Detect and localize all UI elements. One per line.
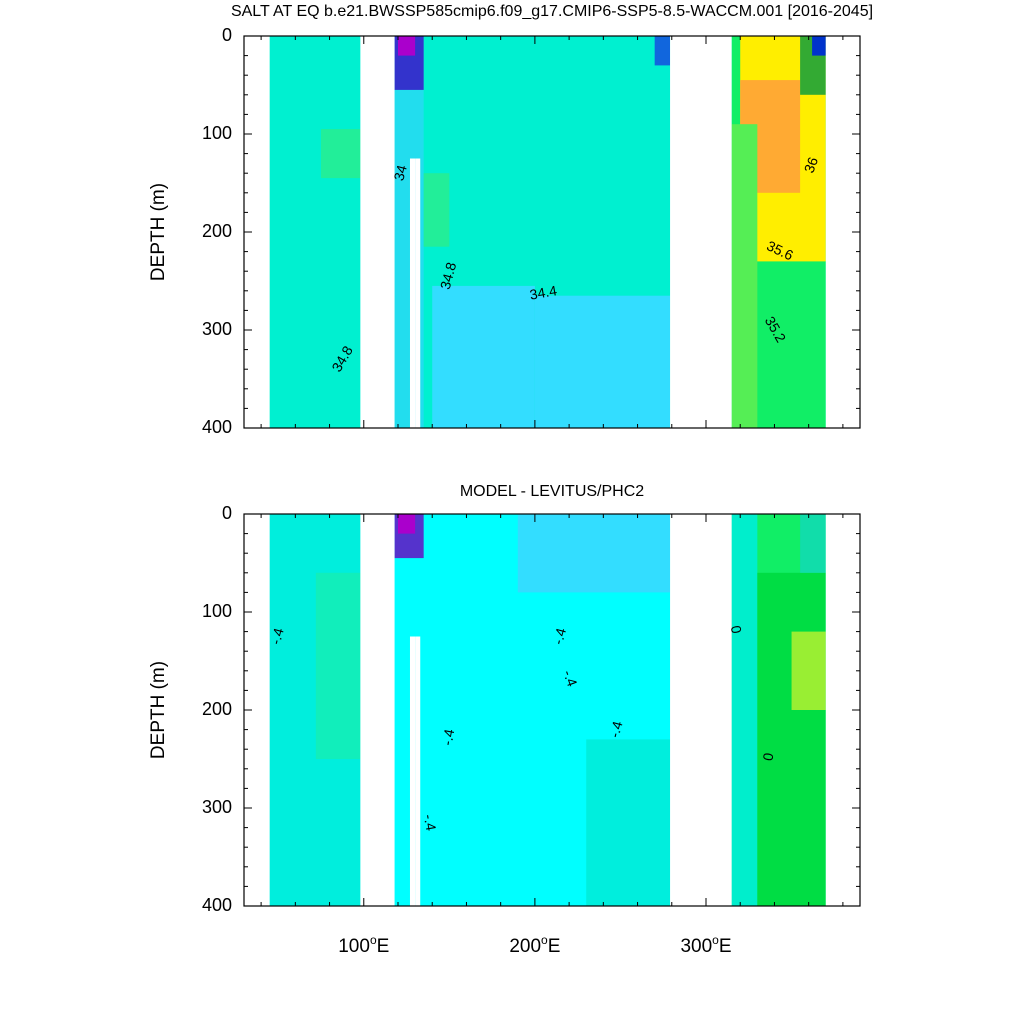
field-region [423, 173, 450, 247]
y-tick-label: 100 [202, 601, 232, 621]
contour-label: -.4 [421, 813, 440, 832]
y-tick-label: 300 [202, 319, 232, 339]
field-region [731, 514, 758, 906]
field-region [586, 739, 671, 906]
chart-title: SALT AT EQ b.e21.BWSSP585cmip6.f09_g17.C… [231, 3, 873, 20]
field-region [398, 514, 416, 534]
contour-label: -.4 [560, 668, 581, 689]
plot-area [244, 514, 860, 906]
chart-title: MODEL - LEVITUS/PHC2 [460, 483, 644, 500]
contour-label: -.4 [267, 626, 287, 646]
y-tick-label: 300 [202, 797, 232, 817]
contour-label: -.4 [439, 728, 458, 747]
field-region [791, 631, 826, 710]
y-axis-label: DEPTH (m) [148, 183, 169, 281]
field-region [398, 36, 416, 56]
contour-label: 34.8 [437, 260, 460, 291]
y-tick-label: 200 [202, 221, 232, 241]
field-region [757, 572, 826, 906]
plot-area [244, 36, 860, 428]
y-tick-label: 0 [222, 25, 232, 45]
missing-data-strip [409, 636, 416, 906]
contour-label: 0 [728, 624, 745, 635]
salinity-panel: SALT AT EQ b.e21.BWSSP585cmip6.f09_g17.C… [148, 3, 873, 437]
land-gap [670, 36, 732, 428]
contour-label: 34.4 [528, 282, 558, 303]
field-region [269, 36, 361, 428]
missing-data-strip [415, 158, 421, 428]
land-gap [670, 514, 732, 906]
contour-label: -.4 [549, 626, 569, 646]
x-tick-label: 200oE [509, 933, 560, 957]
y-tick-label: 0 [222, 503, 232, 523]
field-region [812, 36, 826, 56]
y-tick-label: 400 [202, 895, 232, 915]
y-tick-label: 100 [202, 123, 232, 143]
contour-label: 0 [759, 751, 776, 762]
missing-data-strip [415, 636, 421, 906]
x-tick-label: 300oE [680, 933, 731, 957]
contour-label: 34 [390, 163, 410, 182]
y-axis-label: DEPTH (m) [148, 661, 169, 759]
x-tick-label: 100oE [338, 933, 389, 957]
contour-label: 36 [801, 155, 821, 175]
field-region [315, 572, 361, 759]
missing-data-strip [409, 158, 416, 428]
field-region [321, 129, 361, 179]
land-gap [360, 514, 395, 906]
field-region [534, 295, 671, 428]
contour-label: -.4 [606, 719, 626, 739]
field-region [432, 285, 535, 428]
field-region [800, 514, 826, 573]
salinity-difference-panel: MODEL - LEVITUS/PHC2 -.4 -.4 -.4 -.4 -.4 -.4 0 0… [148, 483, 861, 957]
field-region [517, 514, 671, 593]
field-region [654, 36, 671, 66]
land-gap [360, 36, 395, 428]
y-tick-label: 200 [202, 699, 232, 719]
y-tick-label: 400 [202, 417, 232, 437]
field-region [731, 124, 758, 428]
